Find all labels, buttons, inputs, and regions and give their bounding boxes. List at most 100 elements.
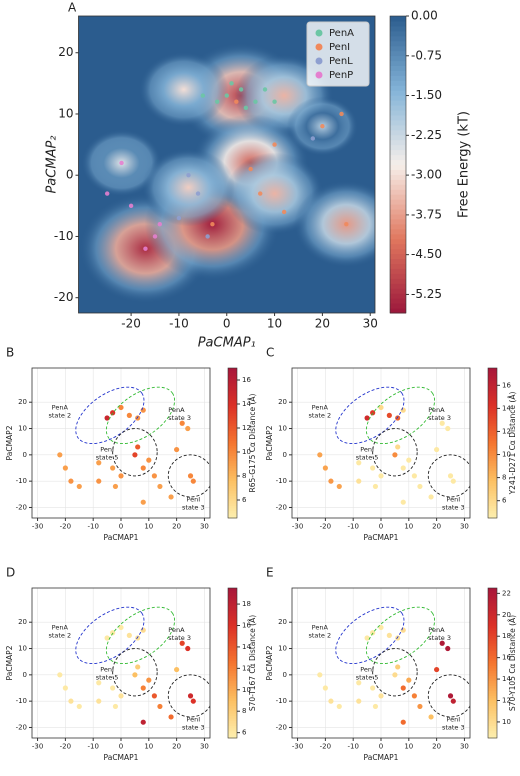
colorbar-frame [227, 367, 238, 519]
colorbar-tick-label: -5.25 [411, 287, 442, 301]
y-axis-label: PaCMAP₂ [45, 135, 60, 193]
y-tick-label: 20 [278, 398, 287, 406]
colorbar-segment [390, 258, 406, 264]
colorbar-tick-label: 14 [502, 675, 511, 683]
data-point [68, 698, 74, 704]
colorbar-segment [228, 605, 237, 609]
colorbar-segment [228, 448, 237, 451]
colorbar-tick-label: -3.00 [411, 168, 442, 182]
y-tick-label: 20 [18, 618, 27, 626]
colorbar-segment [228, 433, 237, 436]
annotation-text: state 3 [428, 414, 451, 422]
colorbar-segment [228, 673, 237, 676]
y-tick-label: -20 [16, 503, 27, 511]
colorbar-segment [390, 189, 406, 195]
colorbar-segment [488, 433, 497, 436]
plot-area [32, 368, 210, 518]
data-point [406, 457, 412, 463]
x-axis-label: PaCMAP₁ [198, 336, 256, 351]
colorbar-segment [228, 490, 237, 494]
annotation-text: state 3 [428, 634, 451, 642]
data-point [400, 499, 406, 505]
colorbar-segment [228, 728, 237, 731]
data-point [336, 703, 342, 710]
colorbar-segment [390, 20, 406, 27]
data-point [320, 124, 325, 129]
colorbar-segment [228, 458, 237, 461]
colorbar-segment [488, 620, 497, 624]
colorbar-segment [488, 673, 497, 676]
colorbar-segment [228, 435, 237, 439]
colorbar-segment [488, 448, 497, 451]
data-point [140, 465, 146, 471]
annotation-ellipse [105, 386, 176, 445]
colorbar-segment [228, 660, 237, 664]
y-tick-label: 20 [278, 618, 287, 626]
colorbar-segment [488, 625, 497, 629]
colorbar-segment [488, 715, 497, 719]
x-tick-label: 0 [379, 523, 383, 531]
colorbar-segment [488, 398, 497, 401]
data-point [272, 142, 277, 147]
colorbar-segment [228, 683, 237, 686]
x-tick-label: -10 [347, 523, 358, 531]
colorbar-segment [488, 598, 497, 601]
colorbar-segment [228, 595, 237, 599]
colorbar-segment [488, 700, 497, 704]
annotation-text: state 2 [48, 411, 71, 419]
colorbar-tick-label: 10 [502, 718, 511, 726]
colorbar-tick-label: 16 [502, 654, 511, 662]
colorbar-segment [488, 393, 497, 396]
colorbar-segment [488, 463, 497, 466]
data-point [378, 404, 384, 411]
data-point [400, 685, 406, 691]
x-tick-label: -20 [320, 523, 331, 531]
colorbar-tick-label: 12 [242, 664, 251, 672]
colorbar-segment [228, 453, 237, 456]
y-axis-label: PaCMAP2 [5, 645, 14, 680]
colorbar-segment [390, 50, 406, 57]
colorbar-segment [228, 598, 237, 601]
colorbar-segment [228, 473, 237, 476]
data-point [168, 494, 174, 500]
colorbar-segment [228, 640, 237, 644]
annotation-text: state 2 [308, 631, 331, 639]
colorbar-segment [390, 303, 406, 309]
colorbar-segment [228, 385, 237, 389]
colorbar-frame [227, 587, 238, 739]
colorbar-segment [390, 144, 406, 151]
data-point [190, 698, 196, 704]
colorbar-segment [488, 590, 497, 594]
colorbar-segment [228, 650, 237, 654]
colorbar-segment [390, 30, 406, 37]
colorbar-segment [228, 475, 237, 479]
data-point [310, 136, 316, 141]
legend-marker [315, 43, 323, 51]
data-point [243, 105, 249, 111]
colorbar-segment [488, 720, 497, 724]
colorbar-segment [488, 600, 497, 604]
annotation-text: state 5 [356, 454, 379, 462]
colorbar-segment [228, 690, 237, 694]
colorbar-segment [390, 223, 406, 230]
data-point [417, 483, 423, 490]
colorbar-segment [228, 720, 237, 724]
colorbar-segment [488, 623, 497, 626]
colorbar-segment [488, 453, 497, 456]
colorbar-segment [488, 438, 497, 441]
colorbar-segment [488, 405, 497, 409]
data-point [140, 719, 146, 725]
colorbar-segment [228, 723, 237, 726]
annotation-text: PenI [360, 446, 374, 454]
colorbar-segment [228, 628, 237, 631]
colorbar-segment [488, 508, 497, 511]
data-point [336, 483, 342, 490]
data-point [317, 672, 323, 678]
data-point [411, 693, 417, 699]
colorbar-segment [228, 638, 237, 641]
data-point [447, 693, 454, 699]
data-point [157, 483, 163, 490]
data-point [344, 222, 349, 227]
